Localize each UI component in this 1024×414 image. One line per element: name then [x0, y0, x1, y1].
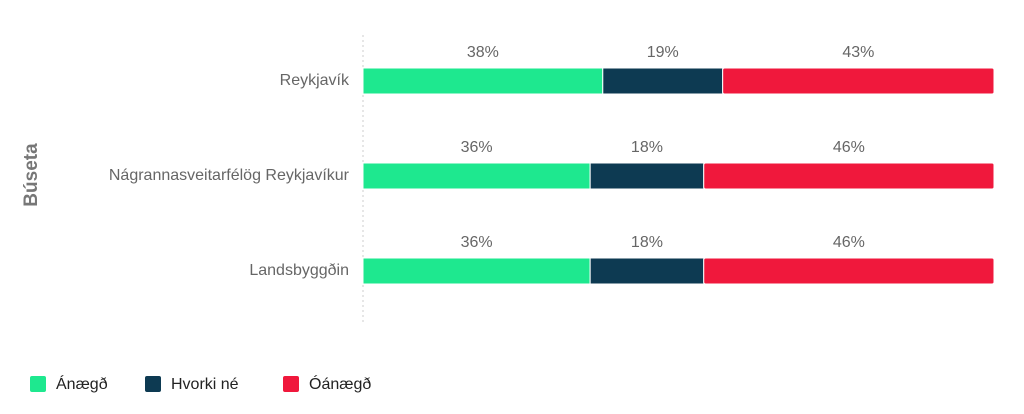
legend-label: Ánægð — [56, 374, 108, 393]
value-label: 38% — [467, 44, 499, 61]
value-label: 43% — [842, 44, 874, 61]
value-label: 36% — [461, 139, 493, 156]
legend-label: Hvorki né — [171, 376, 239, 393]
bar-segment — [589, 162, 705, 190]
bar-segment — [703, 162, 995, 190]
category-label: Reykjavík — [280, 72, 350, 89]
y-axis-title: Búseta — [21, 143, 42, 207]
bar-segment — [589, 257, 705, 285]
legend-label: Óánægð — [309, 374, 371, 393]
value-label: 46% — [833, 139, 865, 156]
category-label: Nágrannasveitarfélög Reykjavíkur — [109, 167, 350, 184]
value-label: 18% — [631, 234, 663, 251]
bar-segment — [602, 67, 724, 95]
bar-segment — [362, 257, 591, 285]
category-label: Landsbyggðin — [249, 262, 349, 279]
legend-swatch — [283, 376, 299, 392]
bar-segment — [722, 67, 995, 95]
value-label: 18% — [631, 139, 663, 156]
bar-segment — [362, 67, 604, 95]
bar-segment — [703, 257, 995, 285]
value-label: 46% — [833, 234, 865, 251]
bar-segment — [362, 162, 591, 190]
value-label: 36% — [461, 234, 493, 251]
legend-swatch — [30, 376, 46, 392]
value-label: 19% — [647, 44, 679, 61]
legend-swatch — [145, 376, 161, 392]
